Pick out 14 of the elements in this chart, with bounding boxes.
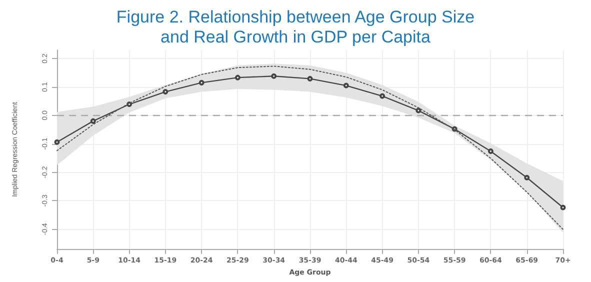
point [307,76,313,82]
point [54,139,60,145]
point [488,148,494,154]
point [90,118,96,124]
point [343,82,349,88]
point [560,204,566,210]
point [524,174,530,180]
point [416,108,422,114]
point [198,80,204,86]
point [234,74,240,80]
point [380,93,386,99]
chart-title: Figure 2. Relationship between Age Group Size and Real Growth in GDP per Capita [116,8,475,46]
point [271,73,277,79]
point [162,89,168,95]
